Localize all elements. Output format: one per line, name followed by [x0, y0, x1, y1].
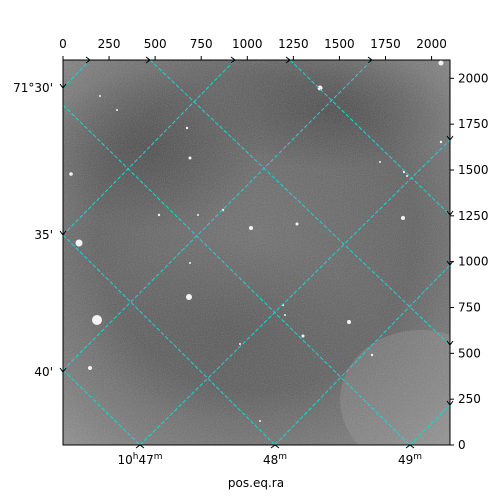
wcs-tick: [446, 400, 454, 406]
plot-frame: [62, 59, 451, 446]
axis-ticks: [59, 56, 454, 449]
grid-line: [149, 60, 450, 346]
sky-image: [63, 60, 450, 445]
star: [317, 85, 323, 91]
star: [189, 262, 191, 264]
ra-tick-labels: 10h47m 48m 49m: [117, 452, 422, 467]
x-tick-label: 1750: [370, 37, 401, 51]
y-tick-label: 2000: [458, 71, 489, 85]
y-tick-label: 1750: [458, 117, 489, 131]
star: [99, 95, 101, 97]
star: [406, 175, 408, 177]
x-tick-label: 1500: [324, 37, 355, 51]
wcs-tick: [446, 210, 454, 216]
star: [239, 343, 241, 345]
wcs-tick: [446, 135, 454, 141]
wcs-tick: [230, 56, 236, 64]
y-tick-label: 0: [458, 438, 466, 452]
star: [284, 314, 286, 316]
grid-line: [63, 234, 276, 445]
star: [75, 239, 83, 247]
grid-line: [63, 60, 91, 89]
x-tick-label: 0: [59, 37, 67, 51]
wcs-tick: [446, 260, 454, 266]
x-tick-label: 500: [144, 37, 167, 51]
wcs-tick: [367, 56, 373, 64]
grid-line: [139, 139, 450, 445]
x-tick-label: 2000: [416, 37, 447, 51]
x-tick-label: 250: [98, 37, 121, 51]
star-field: [69, 60, 444, 422]
dec-tick-labels: 71°30' 35' 40': [13, 81, 53, 379]
grid-line: [63, 60, 236, 236]
y-tick-label: 750: [458, 301, 481, 315]
wcs-tick: [285, 56, 291, 64]
ra-tick-label: 49m: [398, 452, 422, 467]
star: [69, 172, 73, 176]
star: [92, 315, 102, 325]
y-tick-label: 1500: [458, 163, 489, 177]
wcs-tick: [446, 340, 454, 346]
star: [438, 60, 444, 66]
star: [197, 214, 199, 216]
star: [157, 213, 161, 217]
y-tick-label: 500: [458, 346, 481, 360]
star: [186, 294, 192, 300]
dec-tick: [59, 367, 67, 373]
star: [185, 126, 189, 130]
star: [188, 156, 192, 160]
dec-tick-label: 40': [34, 365, 53, 379]
ra-tick: [405, 444, 415, 449]
x-tick-label: 1000: [232, 37, 263, 51]
x-pixel-tick-labels: 0 250 500 750 1000 1250 1500 1750 2000: [59, 37, 447, 51]
star: [379, 161, 381, 163]
grid-line: [409, 404, 450, 445]
wcs-tick: [145, 56, 151, 64]
star: [347, 320, 351, 324]
grid-line: [63, 60, 373, 371]
y-tick-label: 1250: [458, 209, 489, 223]
star: [439, 140, 443, 144]
wcs-tick: [85, 56, 91, 64]
y-pixel-tick-labels: 0 250 500 750 1000 1250 1500 1750 2000: [458, 71, 489, 452]
star: [370, 353, 374, 357]
star: [259, 420, 261, 422]
x-axis-title: pos.eq.ra: [228, 476, 284, 490]
star: [295, 222, 299, 226]
star: [401, 216, 405, 220]
x-tick-label: 1250: [278, 37, 309, 51]
grid-line: [63, 104, 411, 445]
grid-line: [289, 60, 450, 216]
dec-tick-label: 71°30': [13, 81, 53, 95]
y-tick-label: 250: [458, 392, 481, 406]
ra-tick: [135, 444, 145, 449]
star: [116, 109, 118, 111]
dec-tick: [59, 230, 67, 236]
ra-tick-label: 48m: [263, 452, 287, 467]
star: [301, 334, 305, 338]
ra-tick: [270, 444, 280, 449]
star: [88, 366, 92, 370]
ra-tick-label: 10h47m: [117, 452, 162, 467]
y-tick-label: 1000: [458, 255, 489, 269]
star: [249, 226, 253, 230]
dec-tick-label: 35': [34, 228, 53, 242]
wcs-grid: [63, 60, 450, 445]
dec-tick: [59, 83, 67, 89]
x-tick-label: 750: [190, 37, 213, 51]
